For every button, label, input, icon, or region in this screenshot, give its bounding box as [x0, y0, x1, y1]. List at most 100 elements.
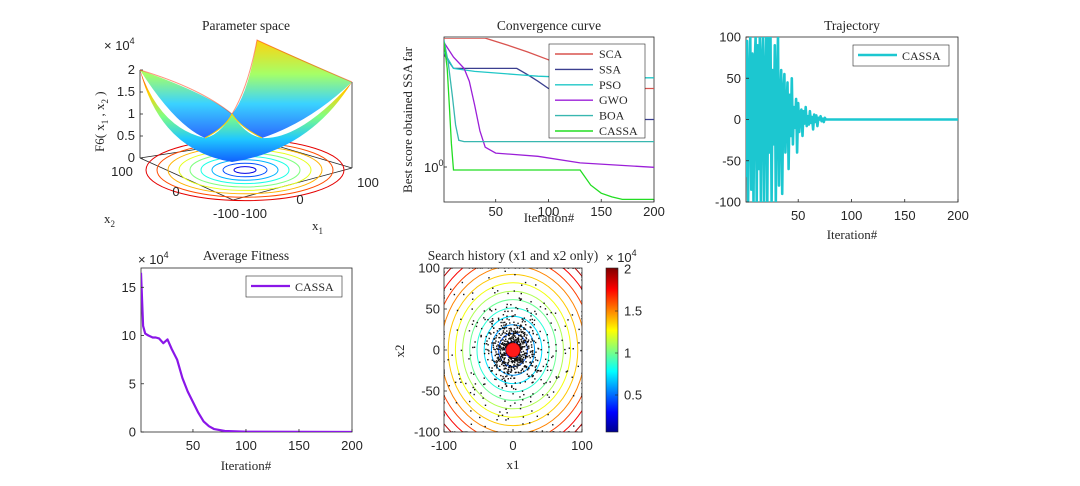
- x-tick-label: 100: [841, 208, 863, 223]
- search-point: [545, 381, 547, 384]
- search-point: [531, 353, 534, 355]
- contour-line: [447, 273, 579, 427]
- search-point: [530, 326, 532, 329]
- search-point: [461, 281, 464, 284]
- search-point: [515, 324, 517, 326]
- search-point: [494, 354, 496, 357]
- search-point: [502, 330, 505, 332]
- search-point: [504, 310, 506, 313]
- search-point: [501, 363, 503, 366]
- search-point: [525, 365, 528, 368]
- search-point: [520, 292, 522, 295]
- chart-title: Convergence curve: [497, 18, 601, 33]
- y-tick-label: -100: [414, 425, 440, 440]
- search-point: [531, 330, 534, 332]
- search-point: [514, 402, 516, 404]
- search-point: [525, 343, 528, 345]
- search-point: [522, 350, 525, 353]
- x-tick-label: 200: [643, 204, 665, 219]
- search-point: [472, 386, 474, 389]
- search-point: [521, 331, 523, 334]
- search-point: [524, 328, 527, 330]
- y-tick-label: 50: [426, 302, 440, 317]
- search-point: [482, 397, 484, 399]
- x-tick-label: 200: [947, 208, 969, 223]
- y-tick-label: 100: [418, 261, 440, 276]
- search-point: [503, 354, 505, 356]
- search-point: [503, 358, 505, 361]
- x2-ticks: 100 0 -100: [111, 164, 239, 221]
- search-point: [491, 367, 493, 369]
- search-point: [493, 338, 496, 340]
- search-point: [529, 400, 532, 403]
- search-point: [523, 335, 525, 337]
- search-point: [492, 344, 495, 346]
- colorbar-ticks: 2 1.5 1 0.5: [615, 262, 642, 403]
- search-point: [512, 335, 514, 337]
- search-point: [519, 360, 521, 363]
- convergence-curve-chart: Convergence curve 50 100 150 200 100 Iterat…: [400, 18, 665, 225]
- search-point: [474, 383, 477, 385]
- search-point: [485, 343, 488, 345]
- search-point: [564, 352, 567, 355]
- z-tick-label: 0: [128, 150, 135, 165]
- search-point: [530, 350, 532, 352]
- search-point: [531, 338, 533, 340]
- search-point: [458, 373, 460, 375]
- search-point: [512, 315, 515, 317]
- search-point: [451, 354, 453, 356]
- search-point: [501, 333, 504, 335]
- search-point: [521, 337, 523, 340]
- search-point: [546, 394, 549, 396]
- search-point: [499, 360, 501, 363]
- search-point: [518, 358, 520, 360]
- floor-contours: [145, 138, 345, 202]
- search-point: [520, 348, 522, 350]
- search-point: [498, 385, 500, 387]
- search-point: [499, 346, 501, 348]
- search-point: [480, 392, 482, 394]
- search-point: [572, 348, 574, 350]
- search-point: [501, 343, 503, 346]
- x-tick-label: 100: [235, 438, 257, 453]
- search-point: [503, 361, 506, 363]
- x-tick-label: 200: [341, 438, 363, 453]
- legend-box: [548, 43, 646, 139]
- y-tick-label: 5: [129, 376, 136, 391]
- search-point: [496, 361, 499, 363]
- search-point: [525, 361, 527, 363]
- search-point: [519, 354, 522, 356]
- search-point: [528, 422, 531, 424]
- search-point: [468, 330, 471, 332]
- search-point: [491, 320, 493, 323]
- x2-tick-label: 0: [172, 184, 179, 199]
- search-point: [498, 358, 500, 360]
- search-point: [514, 340, 516, 342]
- search-point: [522, 423, 524, 425]
- search-point: [495, 373, 498, 376]
- search-point: [546, 313, 548, 316]
- search-point: [514, 336, 517, 339]
- search-point: [531, 374, 533, 376]
- search-point: [490, 333, 492, 335]
- search-point: [513, 341, 515, 343]
- search-point: [550, 322, 552, 324]
- search-point: [520, 335, 523, 337]
- search-point: [492, 342, 495, 344]
- search-point: [510, 304, 512, 306]
- search-point: [526, 348, 529, 351]
- search-point: [543, 302, 545, 304]
- search-point: [516, 330, 518, 333]
- search-point: [517, 364, 519, 366]
- search-point: [518, 297, 521, 299]
- search-point: [494, 378, 496, 380]
- search-point: [507, 292, 509, 295]
- search-point: [516, 340, 518, 342]
- search-point: [510, 368, 513, 370]
- search-point: [505, 345, 507, 348]
- search-point: [484, 404, 487, 406]
- search-point: [500, 342, 502, 345]
- search-point: [504, 379, 506, 382]
- search-point: [455, 402, 458, 404]
